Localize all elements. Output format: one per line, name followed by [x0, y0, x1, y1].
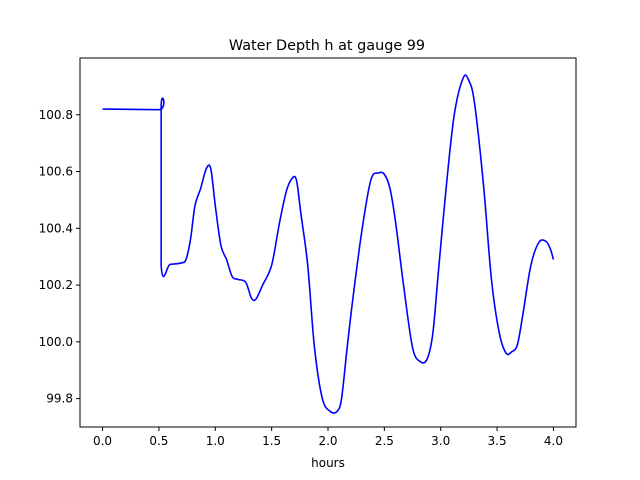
- x-tick-label: 2.5: [375, 434, 394, 448]
- y-tick-label: 100.6: [39, 165, 73, 179]
- y-tick-label: 100.0: [39, 335, 73, 349]
- y-tick-label: 100.8: [39, 108, 73, 122]
- series-line: [102, 74, 555, 414]
- x-tick-label: 3.5: [488, 434, 507, 448]
- x-tick-label: 1.0: [206, 434, 225, 448]
- x-tick-label: 2.0: [318, 434, 337, 448]
- x-axis: 0.0 0.5 1.0 1.5 2.0 2.5 3.0 3.5 4.0: [93, 427, 563, 448]
- x-axis-label: hours: [311, 456, 345, 470]
- x-tick-label: 4.0: [544, 434, 563, 448]
- chart-title: Water Depth h at gauge 99: [229, 38, 425, 54]
- y-tick-label: 100.4: [39, 221, 73, 235]
- y-axis: 99.8 100.0 100.2 100.4 100.6 100.8: [39, 108, 80, 406]
- x-tick-label: 0.5: [149, 434, 168, 448]
- y-tick-label: 99.8: [46, 392, 73, 406]
- x-tick-label: 1.5: [262, 434, 281, 448]
- x-tick-label: 3.0: [431, 434, 450, 448]
- y-tick-label: 100.2: [39, 278, 73, 292]
- x-tick-label: 0.0: [93, 434, 112, 448]
- plot-frame: [79, 57, 577, 428]
